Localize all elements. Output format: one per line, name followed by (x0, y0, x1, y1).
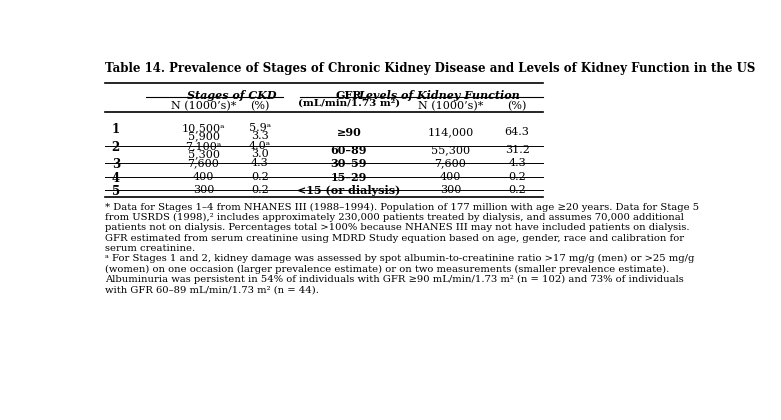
Text: 7,600: 7,600 (434, 158, 466, 168)
Text: ≥90: ≥90 (337, 127, 361, 138)
Text: 7,600: 7,600 (187, 158, 219, 168)
Text: N (1000’s)*: N (1000’s)* (418, 101, 483, 111)
Text: 114,000: 114,000 (427, 127, 473, 137)
Text: (%): (%) (250, 101, 269, 111)
Text: Levels of Kidney Function: Levels of Kidney Function (358, 90, 519, 101)
Text: 31.2: 31.2 (505, 145, 530, 155)
Text: <15 (or dialysis): <15 (or dialysis) (298, 185, 401, 196)
Text: 4.3: 4.3 (508, 158, 526, 168)
Text: 7,100ᵃ: 7,100ᵃ (185, 141, 222, 151)
Text: 3.3: 3.3 (251, 131, 269, 141)
Text: * Data for Stages 1–4 from NHANES III (1988–1994). Population of 177 million wit: * Data for Stages 1–4 from NHANES III (1… (105, 202, 700, 253)
Text: 0.2: 0.2 (251, 172, 269, 182)
Text: 0.2: 0.2 (508, 172, 526, 182)
Text: Table 14. Prevalence of Stages of Chronic Kidney Disease and Levels of Kidney Fu: Table 14. Prevalence of Stages of Chroni… (105, 62, 756, 75)
Text: 4.0ᵃ: 4.0ᵃ (249, 141, 271, 151)
Text: (mL/min/1.73 m²): (mL/min/1.73 m²) (298, 99, 400, 108)
Text: 5.9ᵃ: 5.9ᵃ (249, 123, 271, 133)
Text: 1: 1 (112, 123, 119, 136)
Text: 15–29: 15–29 (330, 172, 367, 183)
Text: 4: 4 (112, 172, 119, 185)
Text: 10,500ᵃ: 10,500ᵃ (182, 123, 225, 133)
Text: 5,300: 5,300 (187, 149, 219, 159)
Text: 400: 400 (440, 172, 462, 182)
Text: 2: 2 (112, 141, 120, 154)
Text: 3: 3 (112, 158, 120, 171)
Text: 5: 5 (112, 185, 119, 198)
Text: 4.3: 4.3 (251, 158, 269, 168)
Text: 60–89: 60–89 (330, 145, 367, 156)
Text: 3.0: 3.0 (251, 149, 269, 159)
Text: 55,300: 55,300 (431, 145, 470, 155)
Text: N (1000’s)*: N (1000’s)* (171, 101, 236, 111)
Text: 400: 400 (193, 172, 214, 182)
Text: 0.2: 0.2 (508, 185, 526, 195)
Text: Stages of CKD: Stages of CKD (187, 90, 276, 101)
Text: ᵃ For Stages 1 and 2, kidney damage was assessed by spot albumin-to-creatinine r: ᵃ For Stages 1 and 2, kidney damage was … (105, 254, 695, 295)
Text: GFR: GFR (336, 90, 362, 101)
Text: 0.2: 0.2 (251, 185, 269, 195)
Text: 30–59: 30–59 (330, 158, 367, 169)
Text: (%): (%) (508, 101, 526, 111)
Text: 300: 300 (440, 185, 462, 195)
Text: 64.3: 64.3 (505, 127, 530, 137)
Text: 5,900: 5,900 (187, 131, 219, 141)
Text: 300: 300 (193, 185, 214, 195)
